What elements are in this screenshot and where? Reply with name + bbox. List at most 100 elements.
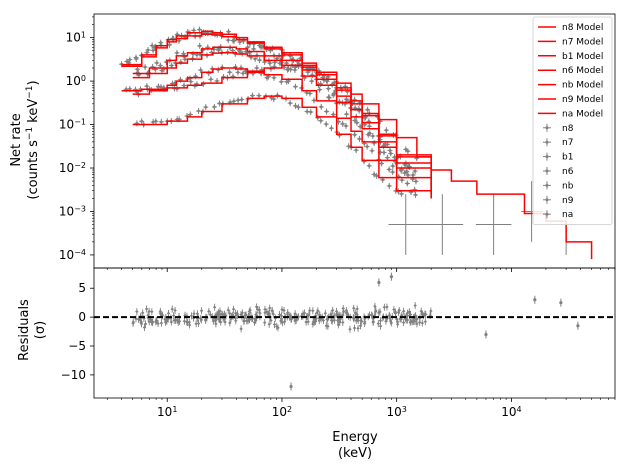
residual-point: [226, 306, 230, 314]
residual-point: [325, 315, 329, 323]
legend-model-label: n6 Model: [562, 66, 603, 76]
residual-point: [271, 310, 275, 318]
data-point: [277, 60, 283, 67]
data-point: [161, 84, 167, 91]
model-curves: [121, 30, 593, 260]
x-tick-label: 104: [501, 405, 521, 420]
data-point: [257, 57, 263, 64]
residual-point: [396, 308, 400, 316]
data-point: [318, 103, 324, 110]
data-point: [174, 85, 180, 92]
data-point: [304, 108, 310, 115]
data-point: [203, 104, 209, 111]
data-point: [295, 104, 301, 111]
residual-point: [135, 308, 139, 316]
data-point: [225, 37, 231, 44]
residual-point: [178, 317, 182, 325]
legend-data-marker: [545, 183, 549, 187]
residual-point: [208, 311, 212, 319]
data-point: [178, 59, 184, 66]
spectrum-ylabel-line1: Net rate: [9, 113, 24, 166]
model-curve: [132, 67, 432, 199]
residual-point: [255, 303, 259, 311]
residual-data-points: [131, 272, 580, 391]
model-curve: [132, 51, 432, 195]
data-point: [325, 85, 331, 92]
residual-point: [356, 324, 360, 332]
data-point: [235, 69, 241, 76]
data-point: [274, 92, 280, 99]
legend-data-marker: [545, 212, 549, 216]
residual-outlier-point: [389, 272, 394, 281]
legend-data-entry: nb: [543, 181, 574, 191]
legend-data-label: na: [562, 210, 573, 220]
residual-point: [283, 318, 287, 326]
x-tick-label: 102: [272, 405, 292, 420]
residual-point: [415, 315, 419, 323]
legend-model-label: n8 Model: [562, 23, 603, 33]
residual-point: [392, 306, 396, 314]
residual-y-tick-label: 5: [78, 281, 86, 295]
residual-point: [429, 307, 433, 315]
residual-point: [378, 308, 382, 316]
data-point: [309, 78, 315, 85]
residual-point: [374, 307, 378, 315]
data-point: [323, 121, 329, 128]
legend-data-marker: [545, 198, 549, 202]
data-point: [354, 119, 360, 126]
residual-outlier-point: [559, 298, 563, 307]
legend-data-entry: n6: [543, 167, 574, 177]
residual-point: [282, 307, 286, 315]
data-point: [139, 118, 145, 125]
residual-point: [186, 319, 190, 327]
residual-point: [248, 306, 252, 314]
residual-y-tick-label: −5: [68, 339, 86, 353]
residual-point: [273, 321, 277, 329]
residual-point: [228, 319, 232, 327]
data-point: [324, 108, 330, 115]
residual-point: [373, 302, 377, 310]
residual-point: [423, 318, 427, 326]
residual-point: [353, 324, 357, 332]
residual-y-tick-label: −10: [61, 368, 86, 382]
legend: n8 Model n7 Model b1 Model n6 Model nb Model…: [532, 16, 613, 226]
residual-point: [306, 318, 310, 326]
residual-point: [216, 309, 220, 317]
residual-point: [393, 309, 397, 317]
data-point: [318, 117, 324, 124]
residual-point: [163, 318, 167, 326]
data-point: [231, 37, 237, 44]
residual-point: [242, 317, 246, 325]
residual-point: [150, 308, 154, 316]
residual-point: [402, 307, 406, 315]
residual-point: [170, 305, 174, 313]
legend-model-entry: na Model: [538, 109, 603, 119]
residual-point: [308, 307, 312, 315]
residual-point: [239, 325, 243, 333]
data-point: [267, 60, 273, 67]
legend-model-entry: nb Model: [538, 81, 603, 91]
residual-point: [131, 319, 135, 327]
residual-y-ticks: 5 0 −5 −10: [61, 281, 94, 382]
residual-point: [289, 315, 293, 323]
y-tick-label: 100: [66, 74, 86, 89]
residual-point: [145, 305, 149, 313]
data-point: [343, 122, 349, 129]
residual-point: [413, 302, 417, 310]
residual-point: [351, 314, 355, 322]
wide-error-point: [419, 194, 464, 255]
residual-point: [331, 306, 335, 314]
legend-model-entry: n7 Model: [538, 37, 603, 47]
spectrum-ylabel-line2: (counts s−1 keV−1): [25, 80, 41, 199]
legend-data-entry: n8: [543, 123, 574, 134]
legend-data-entry: b1: [543, 152, 573, 163]
data-point: [317, 86, 323, 93]
residual-y-tick-label: 0: [78, 310, 86, 324]
residual-point: [263, 305, 267, 313]
energy-x-ticks: 101 102 103 104: [106, 268, 616, 420]
data-point: [371, 171, 377, 178]
model-curve: [132, 95, 432, 199]
data-point: [150, 47, 156, 54]
data-point: [352, 131, 358, 138]
data-point: [386, 166, 392, 173]
